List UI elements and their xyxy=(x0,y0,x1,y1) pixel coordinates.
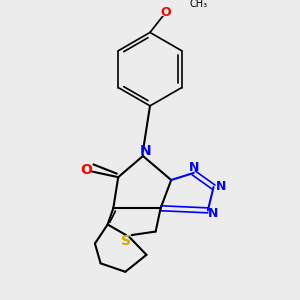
Text: O: O xyxy=(160,6,171,19)
Text: CH₃: CH₃ xyxy=(190,0,208,9)
Text: O: O xyxy=(80,163,92,177)
Text: N: N xyxy=(208,207,219,220)
Text: N: N xyxy=(140,144,152,158)
Text: S: S xyxy=(121,234,131,248)
Text: N: N xyxy=(215,180,226,193)
Text: N: N xyxy=(189,161,200,175)
